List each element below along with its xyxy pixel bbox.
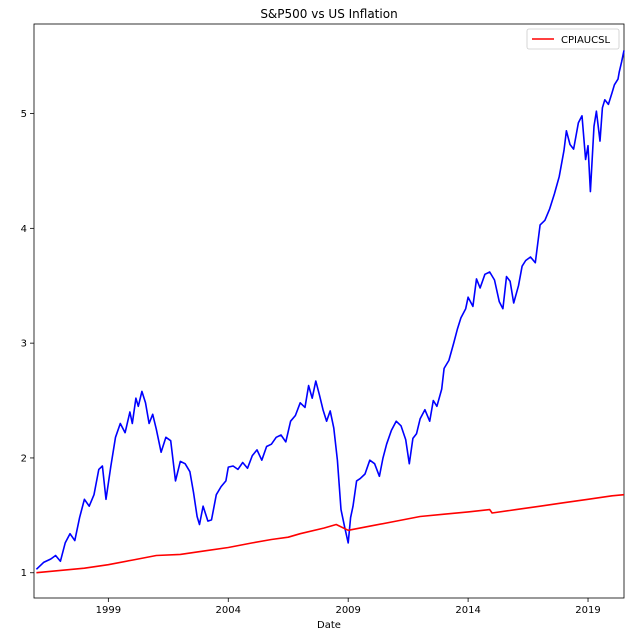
x-tick-label: 2014 <box>455 605 480 616</box>
y-axis: 1 2 3 4 5 <box>21 109 34 579</box>
chart-title: S&P500 vs US Inflation <box>260 7 397 21</box>
y-tick-label: 3 <box>21 339 27 350</box>
legend-label-cpiaucsl: CPIAUCSL <box>561 35 610 46</box>
x-tick-label: 2009 <box>335 605 360 616</box>
series-line-cpiaucsl <box>36 493 625 574</box>
x-tick-label: 2019 <box>575 605 600 616</box>
series-line-unlabeled-0 <box>35 50 625 570</box>
x-tick-label: 2004 <box>216 605 241 616</box>
series-layer <box>35 50 625 574</box>
legend: CPIAUCSL <box>526 28 620 50</box>
y-tick-label: 2 <box>21 453 27 464</box>
y-tick-label: 5 <box>21 109 27 120</box>
x-axis-label: Date <box>317 620 341 631</box>
legend-box <box>526 28 620 50</box>
plot-frame <box>33 23 625 599</box>
y-tick-label: 4 <box>21 224 27 235</box>
x-axis: 1999 2004 2009 2014 2019 <box>96 598 601 616</box>
y-tick-label: 1 <box>21 568 27 579</box>
x-tick-label: 1999 <box>96 605 121 616</box>
